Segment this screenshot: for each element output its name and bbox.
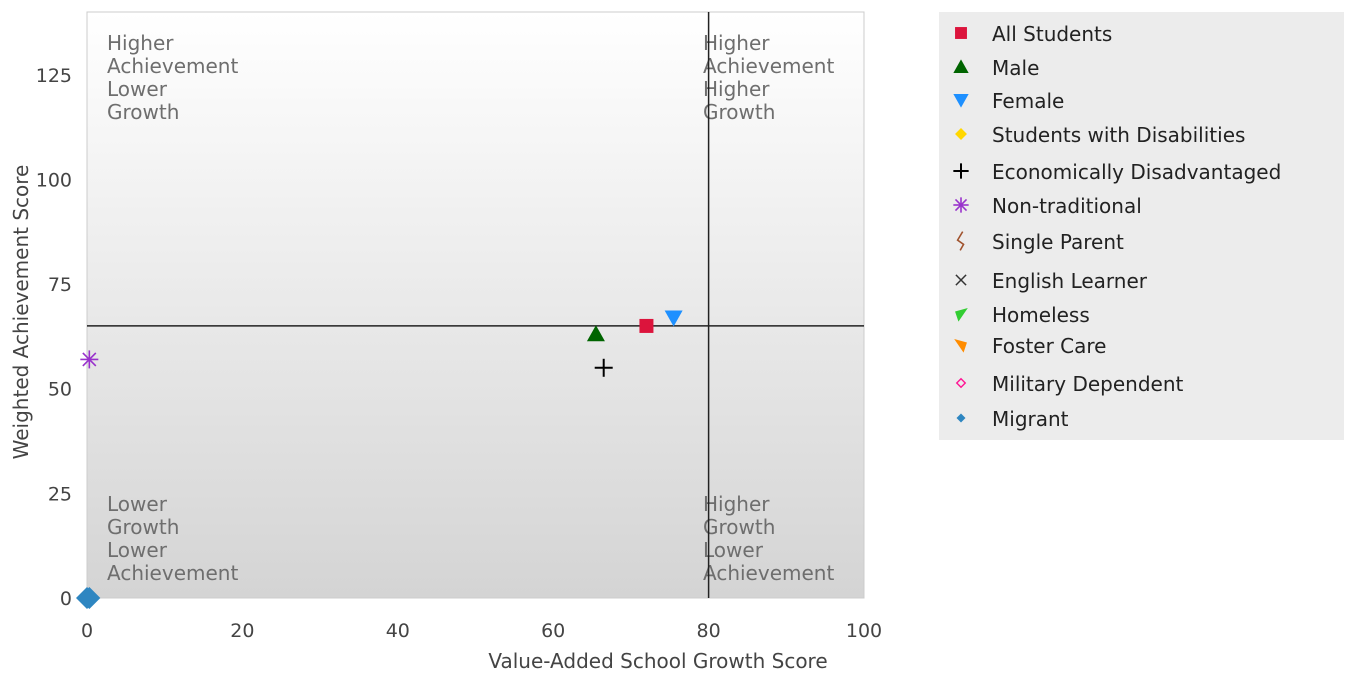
legend-marker	[956, 413, 966, 423]
y-axis-label: Weighted Achievement Score	[9, 165, 33, 460]
y-tick-label: 75	[48, 274, 72, 296]
legend-label: Students with Disabilities	[992, 123, 1246, 147]
quadrant-label-line: Growth	[107, 100, 179, 124]
legend-marker-icon	[953, 94, 969, 108]
quadrant-label-line: Achievement	[107, 54, 238, 78]
legend-marker-icon	[955, 308, 968, 322]
legend-marker-icon	[955, 27, 967, 39]
legend-label: Male	[992, 56, 1040, 80]
quadrant-label-line: Achievement	[703, 54, 834, 78]
quadrant-label-line: Achievement	[107, 561, 238, 585]
data-point-0-0	[639, 318, 654, 333]
quadrant-label-line: Higher	[107, 31, 174, 55]
legend-item: Non-traditional	[939, 189, 1344, 219]
plot-area	[86, 11, 865, 599]
x-axis-label: Value-Added School Growth Score	[488, 649, 827, 673]
legend-marker-icon	[955, 128, 967, 140]
legend-marker	[955, 27, 967, 39]
quadrant-label-line: Lower	[107, 492, 168, 516]
legend-marker	[955, 308, 968, 322]
legend-label: Military Dependent	[992, 372, 1184, 396]
y-tick-label: 0	[60, 588, 72, 610]
legend-label: All Students	[992, 22, 1113, 46]
legend-marker	[953, 94, 969, 108]
x-tick-label: 60	[541, 620, 565, 642]
y-tick-label: 25	[48, 483, 72, 505]
legend-label: Single Parent	[992, 230, 1124, 254]
legend-label: Foster Care	[992, 334, 1107, 358]
legend-marker-icon	[955, 274, 967, 286]
legend-item: Students with Disabilities	[939, 118, 1344, 148]
legend-label: Economically Disadvantaged	[992, 160, 1282, 184]
quadrant-label-line: Higher	[703, 31, 770, 55]
quadrant-label-line: Lower	[703, 538, 764, 562]
legend-item: Foster Care	[939, 329, 1344, 359]
legend-label: Migrant	[992, 407, 1069, 431]
quadrant-label-line: Achievement	[703, 561, 834, 585]
data-point-1-0	[586, 325, 605, 342]
quadrant-label-line: Higher	[703, 77, 770, 101]
legend-marker-icon	[956, 413, 966, 423]
quadrant-label-top-right: Higher Achievement Higher Growth	[703, 31, 834, 124]
legend-marker	[956, 231, 965, 251]
data-point-2-0	[664, 310, 683, 327]
legend-marker-icon	[953, 197, 969, 213]
legend-marker-icon	[954, 339, 967, 353]
y-tick-label: 50	[48, 379, 72, 401]
legend-label: Non-traditional	[992, 194, 1142, 218]
legend-item: Female	[939, 84, 1344, 114]
y-tick-label: 100	[36, 169, 72, 191]
quadrant-label-bottom-right: Higher Growth Lower Achievement	[703, 492, 834, 585]
x-tick-label: 0	[81, 620, 93, 642]
legend-marker	[953, 59, 969, 73]
legend-marker	[955, 274, 967, 286]
y-tick-label: 125	[36, 65, 72, 87]
legend-marker	[953, 163, 969, 179]
legend-marker	[955, 128, 967, 140]
legend-label: Female	[992, 89, 1065, 113]
quadrant-label-line: Lower	[107, 77, 168, 101]
x-tick-label: 100	[846, 620, 882, 642]
data-point-4-0	[594, 358, 613, 377]
quadrant-label-line: Growth	[107, 515, 179, 539]
x-tick-label: 80	[697, 620, 721, 642]
x-tick-label: 20	[230, 620, 254, 642]
data-point-5-0	[80, 350, 99, 369]
legend-marker-icon	[956, 231, 965, 251]
legend-item: Single Parent	[939, 225, 1344, 255]
legend-item: Military Dependent	[939, 367, 1344, 397]
legend-label: Homeless	[992, 303, 1090, 327]
legend-item: All Students	[939, 17, 1344, 47]
quadrant-label-bottom-left: Lower Growth Lower Achievement	[107, 492, 238, 585]
legend-item: Economically Disadvantaged	[939, 155, 1344, 185]
legend-marker	[953, 197, 969, 213]
quadrant-label-line: Higher	[703, 492, 770, 516]
quadrant-label-line: Growth	[703, 515, 775, 539]
legend-item: Homeless	[939, 298, 1344, 328]
legend-item: English Learner	[939, 264, 1344, 294]
legend-marker	[955, 377, 967, 389]
legend-label: English Learner	[992, 269, 1147, 293]
legend-marker-icon	[955, 377, 967, 389]
quadrant-label-line: Lower	[107, 538, 168, 562]
legend-marker-icon	[953, 59, 969, 73]
quadrant-label-top-left: Higher Achievement Lower Growth	[107, 31, 238, 124]
legend-item: Migrant	[939, 402, 1344, 432]
legend-marker-icon	[953, 163, 969, 179]
data-point-11-1	[78, 587, 101, 609]
x-tick-label: 40	[386, 620, 410, 642]
legend-item: Male	[939, 51, 1344, 81]
legend-marker	[954, 339, 967, 353]
quadrant-label-line: Growth	[703, 100, 775, 124]
legend: All Students Male Female Students with Disa…	[939, 12, 1344, 440]
